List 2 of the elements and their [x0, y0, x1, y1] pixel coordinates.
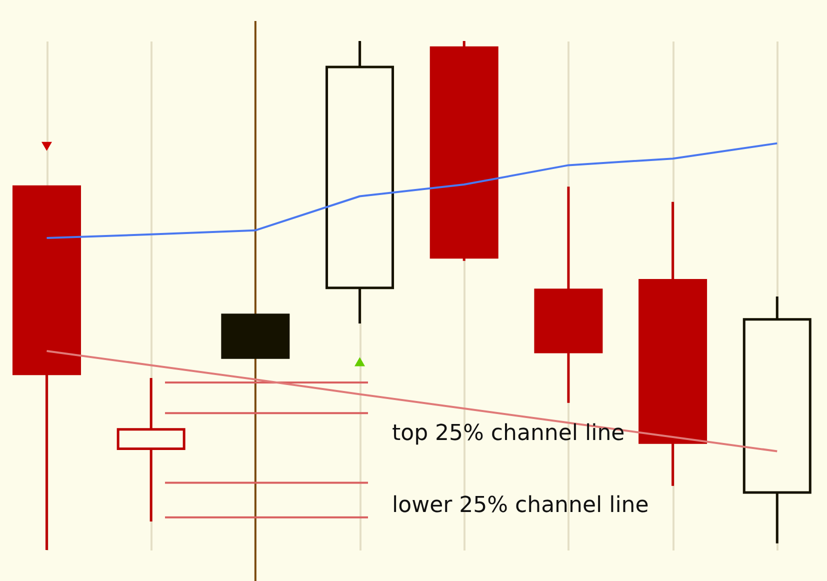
annotation: lower 25% channel line [392, 493, 649, 518]
annotation: top 25% channel line [392, 421, 625, 446]
